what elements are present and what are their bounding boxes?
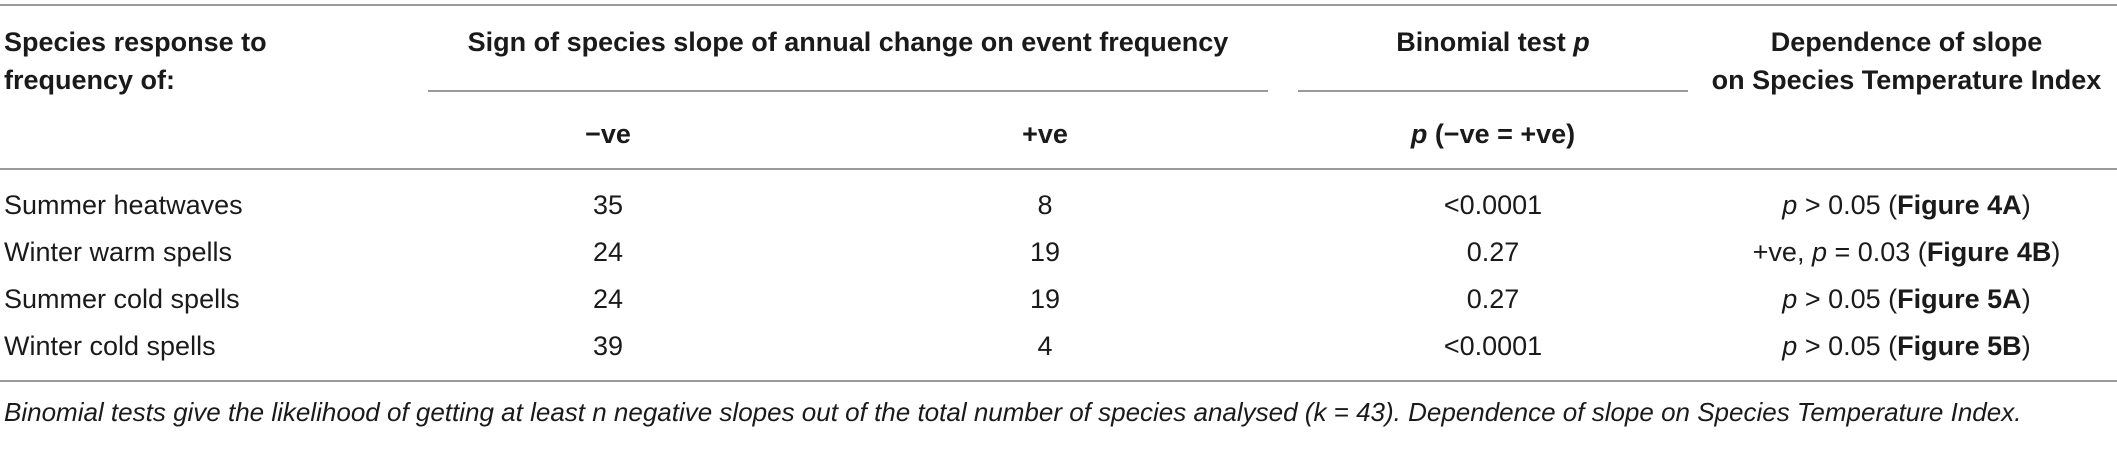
row-pos-count: 4 <box>1037 331 1053 361</box>
subheader-negative: −ve <box>585 119 631 149</box>
dep-relation: = 0.03 ( <box>1826 237 1927 267</box>
row-dependence: p > 0.05 (Figure 4A) <box>1700 187 2113 223</box>
dep-p: p <box>1811 237 1827 267</box>
row-dependence: p > 0.05 (Figure 5B) <box>1700 328 2113 364</box>
dep-relation: > 0.05 ( <box>1797 190 1898 220</box>
row-label: Summer heatwaves <box>4 190 243 220</box>
row-dependence: +ve, p = 0.03 (Figure 4B) <box>1700 234 2113 270</box>
dep-close: ) <box>2021 190 2031 220</box>
dep-figure-ref[interactable]: Figure 5A <box>1897 284 2022 314</box>
row-label: Winter warm spells <box>4 237 233 267</box>
subheader-p-italic: p <box>1410 119 1428 149</box>
header-dependence-line2: on Species Temperature Index <box>1711 65 2102 95</box>
dep-p: p <box>1782 284 1798 314</box>
subheader-p-equal: p (−ve = +ve) <box>1298 116 1688 152</box>
table-bottom-rule <box>0 380 2117 382</box>
row-label: Summer cold spells <box>4 284 240 314</box>
table-top-rule <box>0 4 2117 6</box>
dep-close: ) <box>2051 237 2061 267</box>
row-pos-count: 19 <box>1029 284 1061 314</box>
header-binomial-p: p <box>1573 27 1590 57</box>
row-pos-count: 8 <box>1037 190 1053 220</box>
header-sign-group: Sign of species slope of annual change o… <box>467 27 1229 57</box>
row-binomial-p: 0.27 <box>1466 284 1520 314</box>
row-binomial-p: <0.0001 <box>1443 190 1543 220</box>
row-dependence: p > 0.05 (Figure 5A) <box>1700 281 2113 317</box>
row-binomial-p: <0.0001 <box>1443 331 1543 361</box>
row-neg-count: 39 <box>592 331 624 361</box>
row-neg-count: 35 <box>592 190 624 220</box>
header-bottom-rule <box>0 168 2117 170</box>
dep-p: p <box>1782 331 1798 361</box>
dep-p: p <box>1782 190 1798 220</box>
header-species-response-line1: Species response to <box>4 27 267 57</box>
dep-prefix: +ve, <box>1752 237 1812 267</box>
dep-relation: > 0.05 ( <box>1797 331 1898 361</box>
header-dependence-line1: Dependence of slope <box>1770 27 2043 57</box>
dep-figure-ref[interactable]: Figure 4B <box>1926 237 2052 267</box>
row-binomial-p: 0.27 <box>1466 237 1520 267</box>
header-binomial-underline <box>1298 90 1688 92</box>
header-species-response-line2: frequency of: <box>4 65 176 95</box>
header-binomial-group: Binomial test p <box>1298 24 1688 60</box>
row-label: Winter cold spells <box>4 331 216 361</box>
header-binomial-text: Binomial test <box>1396 27 1574 57</box>
row-neg-count: 24 <box>592 284 624 314</box>
subheader-p-rest: (−ve = +ve) <box>1427 119 1576 149</box>
dep-figure-ref[interactable]: Figure 4A <box>1897 190 2022 220</box>
dep-close: ) <box>2021 284 2031 314</box>
row-neg-count: 24 <box>592 237 624 267</box>
dep-close: ) <box>2021 331 2031 361</box>
row-pos-count: 19 <box>1029 237 1061 267</box>
subheader-positive: +ve <box>1022 119 1068 149</box>
header-sign-underline <box>428 90 1268 92</box>
dep-figure-ref[interactable]: Figure 5B <box>1897 331 2022 361</box>
dep-relation: > 0.05 ( <box>1797 284 1898 314</box>
table-caption: Binomial tests give the likelihood of ge… <box>4 397 2022 427</box>
